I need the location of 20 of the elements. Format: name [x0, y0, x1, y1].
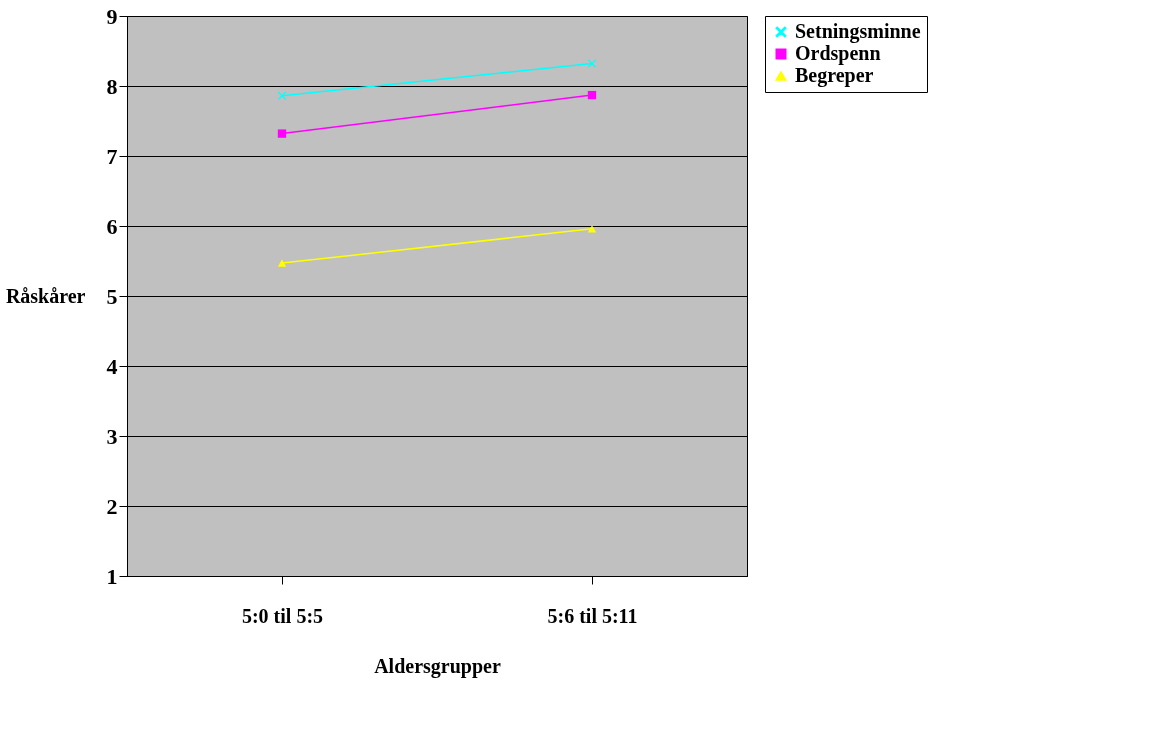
y-tick-label: 7 [106, 143, 118, 169]
x-tick-label: 5:0 til 5:5 [241, 604, 324, 627]
x-axis-title: Aldersgrupper [374, 654, 501, 678]
y-tick-label: 3 [106, 423, 118, 449]
y-tick-label: 6 [106, 213, 118, 239]
legend-label: Ordspenn [795, 42, 881, 65]
y-tick-label: 8 [106, 73, 118, 99]
y-tick-label: 5 [106, 283, 118, 309]
x-tick-label: 5:6 til 5:11 [547, 604, 638, 627]
y-tick-label: 4 [106, 353, 118, 379]
point [587, 59, 597, 68]
y-tick-label: 9 [106, 3, 118, 29]
point [277, 129, 287, 138]
y-tick-label: 1 [106, 563, 118, 589]
y-tick-label: 2 [106, 493, 118, 519]
legend-label: Begreper [795, 64, 874, 87]
point [587, 90, 597, 100]
point [277, 91, 287, 100]
y-axis-title: Råskårer [5, 284, 86, 307]
legend-label: Setningsminne [795, 20, 921, 43]
